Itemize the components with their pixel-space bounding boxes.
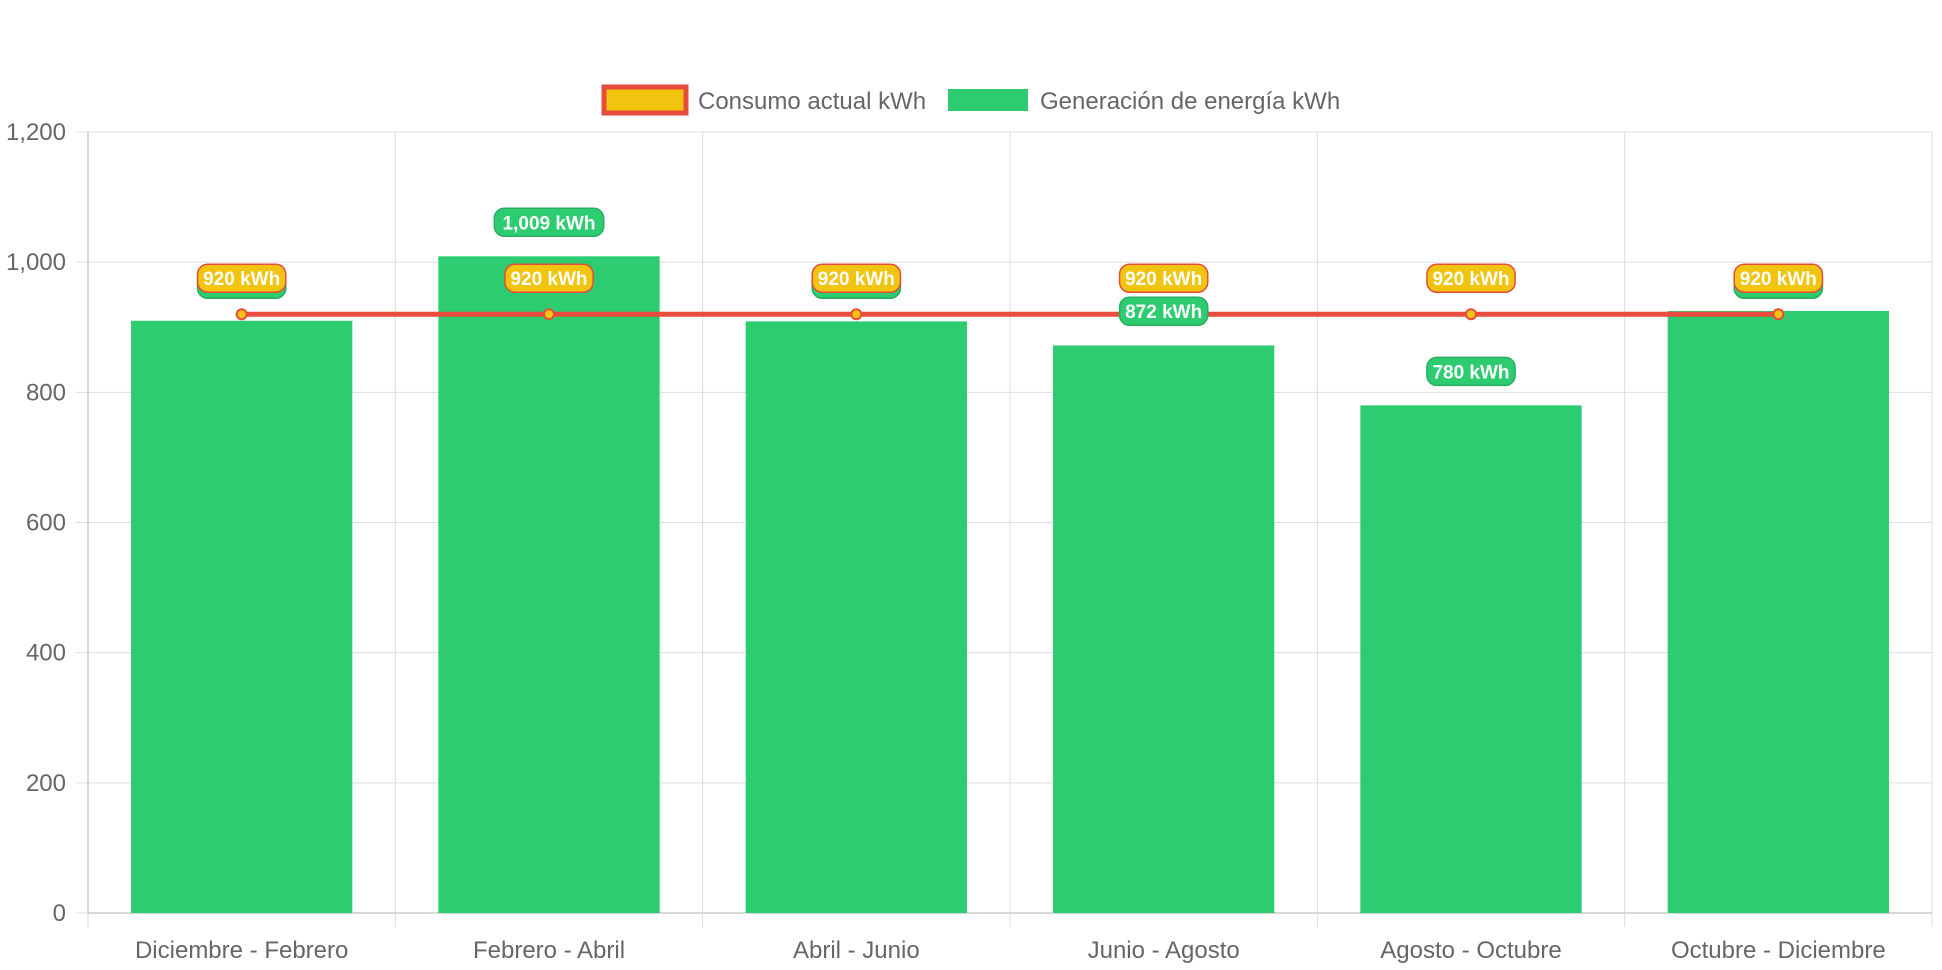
bar-generation[interactable] — [745, 321, 967, 914]
consumption-point[interactable] — [850, 308, 863, 321]
line-data-label: 920 kWh — [510, 269, 587, 290]
grid-lines — [76, 131, 1933, 927]
bar-generation[interactable] — [131, 320, 353, 913]
line-data-label-badge — [1426, 263, 1516, 293]
x-tick-label: Abril - Junio — [793, 937, 920, 964]
line-data-label-badge — [1118, 263, 1209, 293]
y-tick-label: 400 — [26, 640, 66, 667]
bar-generation[interactable] — [1667, 310, 1889, 914]
line-data-label-badge — [196, 263, 287, 293]
y-tick-label: 1,200 — [6, 119, 66, 146]
bar-data-label: 872 kWh — [1125, 302, 1202, 323]
legend-swatch-generation — [948, 89, 1028, 111]
line-data-label-badge — [1733, 263, 1824, 293]
bar-data-label: 1,009 kWh — [503, 213, 596, 234]
line-data-label: 920 kWh — [1125, 269, 1202, 290]
line-data-label: 920 kWh — [818, 269, 895, 290]
bar-generation[interactable] — [1053, 345, 1275, 913]
line-data-label: 920 kWh — [203, 269, 280, 290]
generation-bars — [131, 256, 1889, 914]
bar-data-label-badge — [1118, 296, 1209, 326]
legend: Consumo actual kWh Generación de energía… — [601, 84, 1340, 116]
consumption-point[interactable] — [1772, 308, 1785, 321]
consumption-point[interactable] — [235, 308, 248, 321]
consumption-point[interactable] — [543, 308, 555, 321]
bar-generation[interactable] — [1360, 405, 1582, 913]
bar-data-label: 780 kWh — [1432, 362, 1509, 383]
y-tick-label: 800 — [26, 379, 66, 406]
y-tick-label: 200 — [26, 770, 66, 797]
line-data-label: 920 kWh — [1740, 269, 1817, 290]
y-tick-label: 600 — [26, 510, 66, 537]
axis-labels: 0 200 400 600 800 1,000 1,200 Diciembre - Febre… — [6, 119, 1886, 964]
y-tick-label: 0 — [53, 900, 66, 927]
legend-item-generation[interactable]: Generación de energía kWh — [948, 88, 1340, 115]
bar-generation[interactable] — [438, 256, 660, 913]
bar-data-label-badge — [1426, 356, 1516, 387]
x-tick-label: Agosto - Octubre — [1380, 937, 1561, 964]
legend-label-consumption: Consumo actual kWh — [698, 88, 926, 115]
legend-label-generation: Generación de energía kWh — [1040, 88, 1340, 115]
x-tick-label: Diciembre - Febrero — [135, 937, 348, 964]
line-data-label-badge — [811, 263, 902, 293]
consumption-point[interactable] — [1465, 308, 1477, 321]
line-data-label-badge — [504, 263, 594, 293]
legend-item-consumption[interactable]: Consumo actual kWh — [601, 84, 926, 116]
line-data-label: 920 kWh — [1432, 269, 1509, 290]
x-tick-label: Octubre - Diciembre — [1671, 937, 1886, 964]
y-tick-label: 1,000 — [6, 249, 66, 276]
bar-data-label-badge — [493, 207, 605, 238]
legend-swatch-consumption — [601, 84, 689, 116]
x-tick-label: Junio - Agosto — [1088, 937, 1240, 964]
x-tick-label: Febrero - Abril — [473, 937, 625, 964]
